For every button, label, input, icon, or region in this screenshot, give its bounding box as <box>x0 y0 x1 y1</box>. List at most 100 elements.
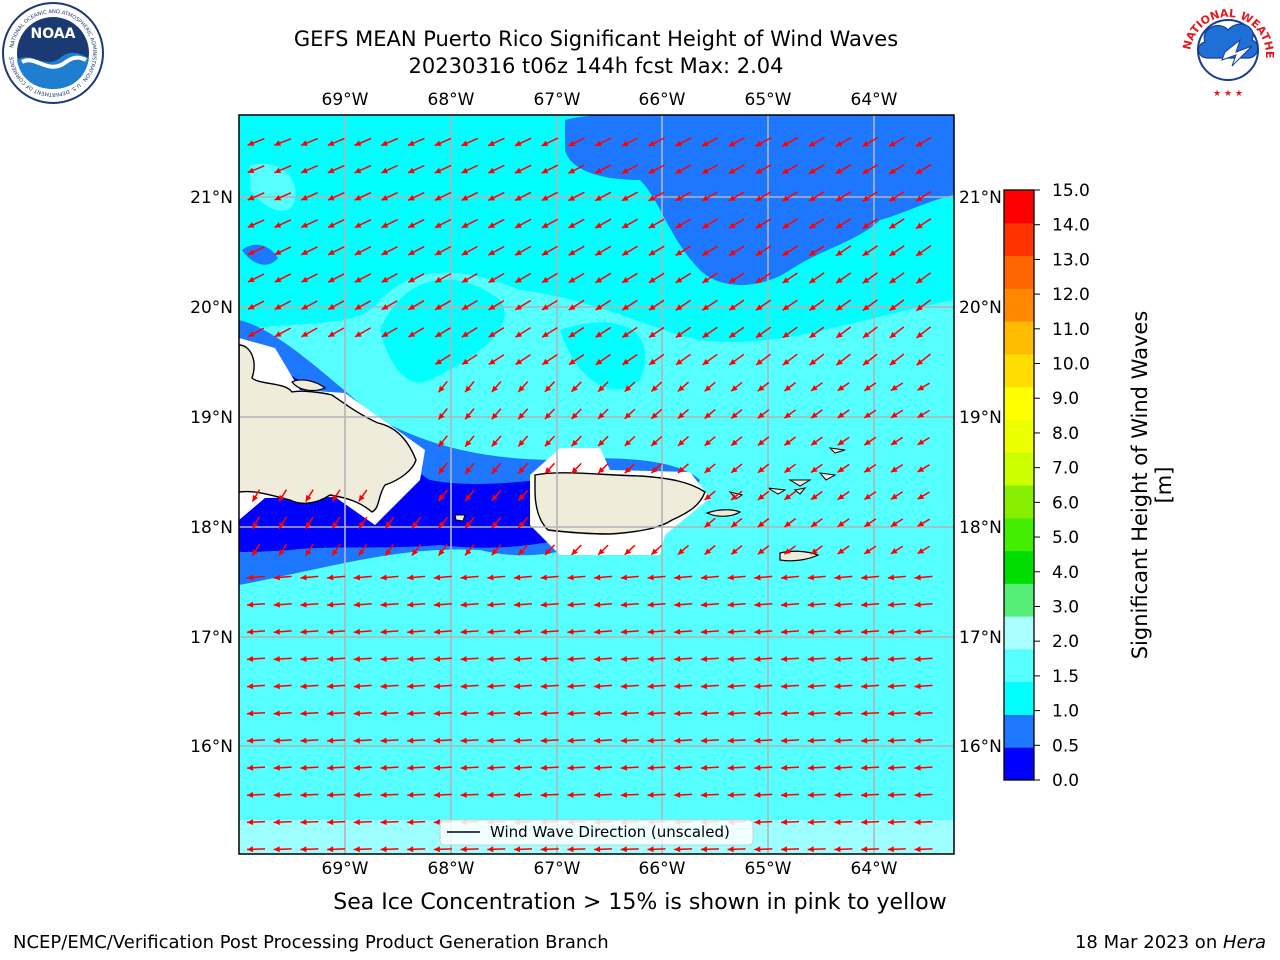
wave-direction-arrow <box>807 819 826 826</box>
wave-direction-arrow <box>887 764 906 771</box>
wave-direction-arrow <box>862 326 878 339</box>
mona-island <box>454 514 466 522</box>
virgin-islands <box>728 447 846 500</box>
wave-direction-arrow <box>650 435 663 447</box>
lon-label-bottom: 69°W <box>322 859 369 879</box>
wave-direction-arrow <box>834 819 853 826</box>
wave-direction-arrow <box>807 628 826 635</box>
wave-direction-arrow <box>380 819 399 826</box>
wave-direction-arrow <box>541 353 558 366</box>
wave-direction-arrow <box>540 656 559 662</box>
wave-direction-arrow <box>597 462 609 474</box>
sea-ice-note: Sea Ice Concentration > 15% is shown in … <box>333 890 947 915</box>
wave-direction-arrow <box>835 353 851 366</box>
wave-direction-arrow <box>544 381 556 393</box>
wave-direction-arrow <box>620 737 639 744</box>
wave-direction-arrow <box>917 409 930 419</box>
wave-direction-arrow <box>274 246 292 256</box>
wave-direction-arrow <box>487 764 506 771</box>
wave-direction-arrow <box>727 656 746 662</box>
wave-direction-arrow <box>354 219 372 229</box>
wave-direction-arrow <box>782 272 798 284</box>
wave-direction-arrow <box>567 710 586 717</box>
wave-direction-arrow <box>757 463 770 474</box>
wave-direction-arrow <box>247 300 265 310</box>
wave-direction-arrow <box>246 683 266 690</box>
wave-direction-arrow <box>757 490 770 501</box>
wave-direction-arrow <box>300 628 319 635</box>
wave-direction-arrow <box>624 463 636 474</box>
wave-direction-arrow <box>704 436 716 447</box>
chart-title: GEFS MEAN Puerto Rico Significant Height… <box>293 27 899 51</box>
wave-direction-arrow <box>700 737 719 744</box>
wave-direction-arrow <box>888 136 905 148</box>
wave-direction-arrow <box>917 545 930 555</box>
wave-direction-arrow <box>273 764 292 771</box>
wave-direction-arrow <box>755 245 772 257</box>
wave-direction-arrow <box>621 164 639 175</box>
wave-direction-arrow <box>917 382 930 392</box>
wave-direction-arrow <box>331 516 341 530</box>
wave-direction-arrow <box>433 764 452 771</box>
wave-direction-arrow <box>674 737 693 744</box>
wave-direction-arrow <box>620 764 639 771</box>
wave-direction-arrow <box>754 819 773 826</box>
wave-direction-arrow <box>597 381 609 393</box>
wave-direction-arrow <box>567 601 586 608</box>
wave-direction-arrow <box>407 764 426 771</box>
lon-label-top: 64°W <box>851 90 898 110</box>
wave-direction-arrow <box>807 710 826 717</box>
wave-direction-arrow <box>700 846 719 853</box>
wave-direction-arrow <box>407 846 426 853</box>
wave-direction-arrow <box>861 136 879 148</box>
wave-direction-arrow <box>861 710 880 717</box>
wave-direction-arrow <box>353 628 372 635</box>
wave-direction-arrow <box>888 245 905 257</box>
wave-direction-arrow <box>837 409 850 419</box>
wave-direction-arrow <box>807 764 826 771</box>
wave-direction-arrow <box>460 710 479 717</box>
wave-direction-arrow <box>835 245 852 257</box>
wave-direction-arrow <box>358 543 368 557</box>
wave-direction-arrow <box>674 656 693 662</box>
colorbar-tick-label: 9.0 <box>1052 389 1079 409</box>
wave-direction-arrow <box>810 518 823 528</box>
wave-direction-arrow <box>594 737 613 744</box>
wave-direction-arrow <box>540 683 559 690</box>
wave-direction-arrow <box>358 516 368 529</box>
wave-direction-arrow <box>780 574 800 581</box>
colorbar-tick-label: 1.5 <box>1052 667 1079 687</box>
wave-direction-arrow <box>407 683 426 690</box>
wave-direction-arrow <box>915 217 932 230</box>
wave-direction-arrow <box>861 846 880 853</box>
wave-direction-arrow <box>380 656 399 662</box>
wave-direction-arrow <box>727 846 746 853</box>
wave-direction-arrow <box>621 218 638 229</box>
wave-direction-arrow <box>594 245 612 256</box>
wave-direction-arrow <box>461 299 478 311</box>
wave-direction-arrow <box>327 327 345 338</box>
wave-direction-arrow <box>487 137 505 147</box>
wave-direction-arrow <box>274 219 292 229</box>
vieques-island <box>705 509 742 517</box>
wave-direction-arrow <box>917 491 930 500</box>
wave-direction-arrow <box>433 846 452 853</box>
wave-direction-arrow <box>810 382 823 392</box>
wave-direction-arrow <box>755 353 771 366</box>
wave-direction-arrow <box>274 273 292 283</box>
wave-direction-arrow <box>380 164 399 174</box>
wave-direction-arrow <box>570 435 582 447</box>
wave-direction-arrow <box>728 245 745 257</box>
wave-direction-arrow <box>861 764 880 771</box>
wave-direction-arrow <box>810 436 823 446</box>
map-frame <box>238 114 955 855</box>
wave-direction-arrow <box>808 326 825 339</box>
wave-direction-arrow <box>754 846 773 853</box>
wave-direction-arrow <box>273 737 292 744</box>
wave-direction-arrow <box>889 353 905 366</box>
wave-direction-arrow <box>541 272 558 284</box>
wave-direction-arrow <box>544 462 556 475</box>
wave-direction-arrow <box>514 164 532 174</box>
wave-direction-arrow <box>327 273 345 283</box>
colorbar-tick-label: 13.0 <box>1052 250 1090 270</box>
